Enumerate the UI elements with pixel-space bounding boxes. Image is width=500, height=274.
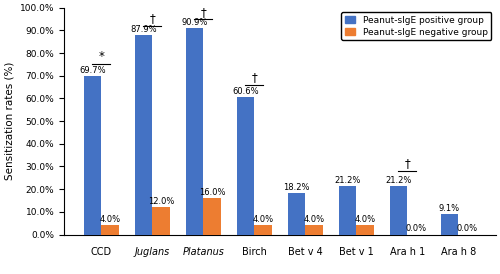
- Text: Ara h 8: Ara h 8: [440, 247, 476, 257]
- Text: 18.2%: 18.2%: [283, 183, 310, 192]
- Bar: [356, 226, 374, 235]
- Text: †: †: [252, 71, 258, 84]
- Text: CCD: CCD: [91, 247, 112, 257]
- Text: Bet v 1: Bet v 1: [339, 247, 374, 257]
- Bar: [440, 214, 458, 235]
- Text: †: †: [200, 5, 206, 19]
- Bar: [152, 207, 170, 235]
- Bar: [306, 226, 323, 235]
- Text: 4.0%: 4.0%: [100, 215, 121, 224]
- Bar: [204, 198, 221, 235]
- Bar: [236, 97, 254, 235]
- Text: Birch: Birch: [242, 247, 267, 257]
- Text: 9.1%: 9.1%: [439, 204, 460, 213]
- Text: 4.0%: 4.0%: [354, 215, 376, 224]
- Y-axis label: Sensitization rates (%): Sensitization rates (%): [4, 62, 14, 180]
- Text: 69.7%: 69.7%: [79, 66, 106, 75]
- Bar: [134, 35, 152, 235]
- Text: 21.2%: 21.2%: [334, 176, 360, 185]
- Bar: [390, 186, 407, 235]
- Text: Juglans: Juglans: [135, 247, 170, 257]
- Text: 0.0%: 0.0%: [406, 224, 427, 233]
- Text: 0.0%: 0.0%: [456, 224, 478, 233]
- Text: 60.6%: 60.6%: [232, 87, 259, 96]
- Legend: Peanut-sIgE positive group, Peanut-sIgE negative group: Peanut-sIgE positive group, Peanut-sIgE …: [341, 12, 492, 40]
- Text: 4.0%: 4.0%: [304, 215, 325, 224]
- Text: †: †: [404, 157, 410, 170]
- Text: 87.9%: 87.9%: [130, 25, 157, 34]
- Text: 21.2%: 21.2%: [386, 176, 411, 185]
- Text: 12.0%: 12.0%: [148, 197, 174, 206]
- Bar: [186, 28, 204, 235]
- Text: 90.9%: 90.9%: [182, 18, 208, 27]
- Text: Platanus: Platanus: [182, 247, 224, 257]
- Text: Bet v 4: Bet v 4: [288, 247, 323, 257]
- Text: †: †: [150, 12, 156, 25]
- Bar: [102, 226, 119, 235]
- Text: 4.0%: 4.0%: [253, 215, 274, 224]
- Text: *: *: [98, 50, 104, 63]
- Text: 16.0%: 16.0%: [199, 188, 226, 197]
- Bar: [288, 193, 306, 235]
- Bar: [338, 186, 356, 235]
- Text: Ara h 1: Ara h 1: [390, 247, 425, 257]
- Bar: [254, 226, 272, 235]
- Bar: [84, 76, 102, 235]
